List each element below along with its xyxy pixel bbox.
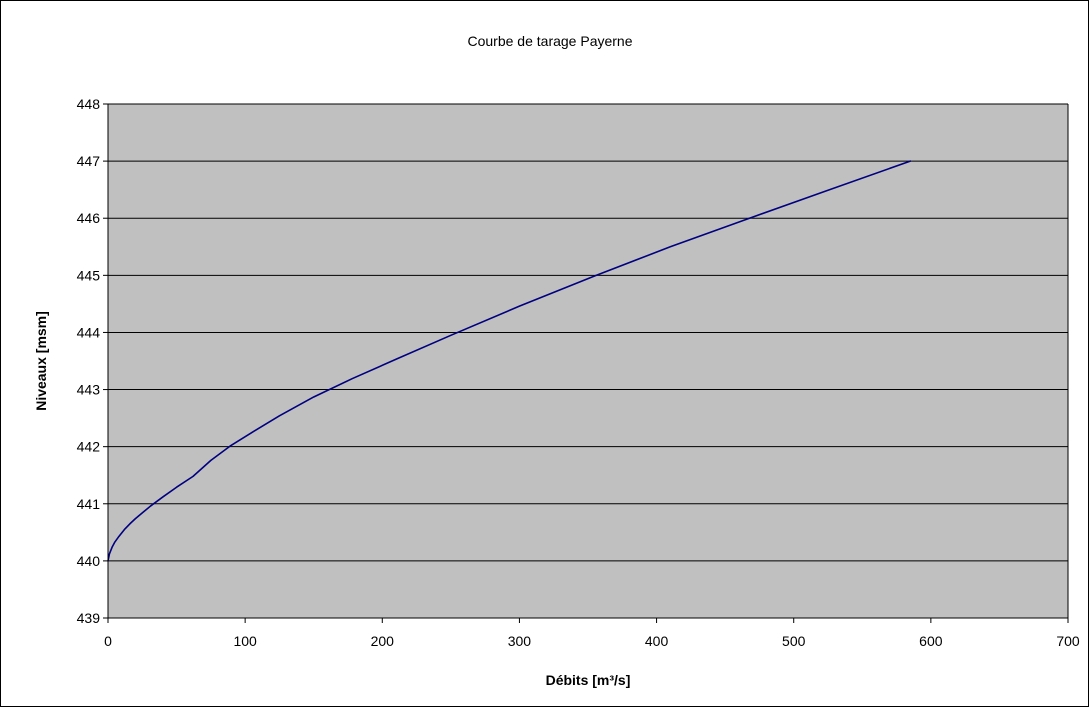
y-tick-label: 448	[77, 96, 101, 112]
x-tick-label: 600	[919, 633, 943, 649]
y-tick-label: 442	[77, 439, 101, 455]
series-layer	[107, 160, 912, 562]
x-tick-label: 0	[104, 633, 112, 649]
x-tick-label: 400	[645, 633, 669, 649]
y-tick-label: 440	[77, 553, 101, 569]
y-tick-label: 444	[77, 324, 101, 340]
x-axis-label: Débits [m³/s]	[546, 672, 631, 688]
chart-title: Courbe de tarage Payerne	[468, 33, 633, 49]
y-tick-label: 443	[77, 382, 101, 398]
axes	[103, 103, 1069, 623]
x-tick-label: 300	[508, 633, 532, 649]
y-tick-label: 446	[77, 210, 101, 226]
y-axis-label: Niveaux [msm]	[33, 311, 49, 411]
y-tick-label: 445	[77, 267, 101, 283]
plot-area	[108, 104, 1068, 618]
y-tick-label: 439	[77, 610, 101, 626]
y-tick-labels: 439 440 441 442 443 444 445 446 447 448	[77, 96, 101, 626]
y-tick-label: 441	[77, 496, 101, 512]
x-tick-label: 500	[782, 633, 806, 649]
x-tick-label: 100	[233, 633, 257, 649]
x-tick-label: 200	[371, 633, 395, 649]
x-tick-label: 700	[1056, 633, 1080, 649]
series-line-0	[107, 160, 912, 562]
x-tick-labels: 0 100 200 300 400 500 600 700	[104, 633, 1080, 649]
y-tick-label: 447	[77, 153, 101, 169]
